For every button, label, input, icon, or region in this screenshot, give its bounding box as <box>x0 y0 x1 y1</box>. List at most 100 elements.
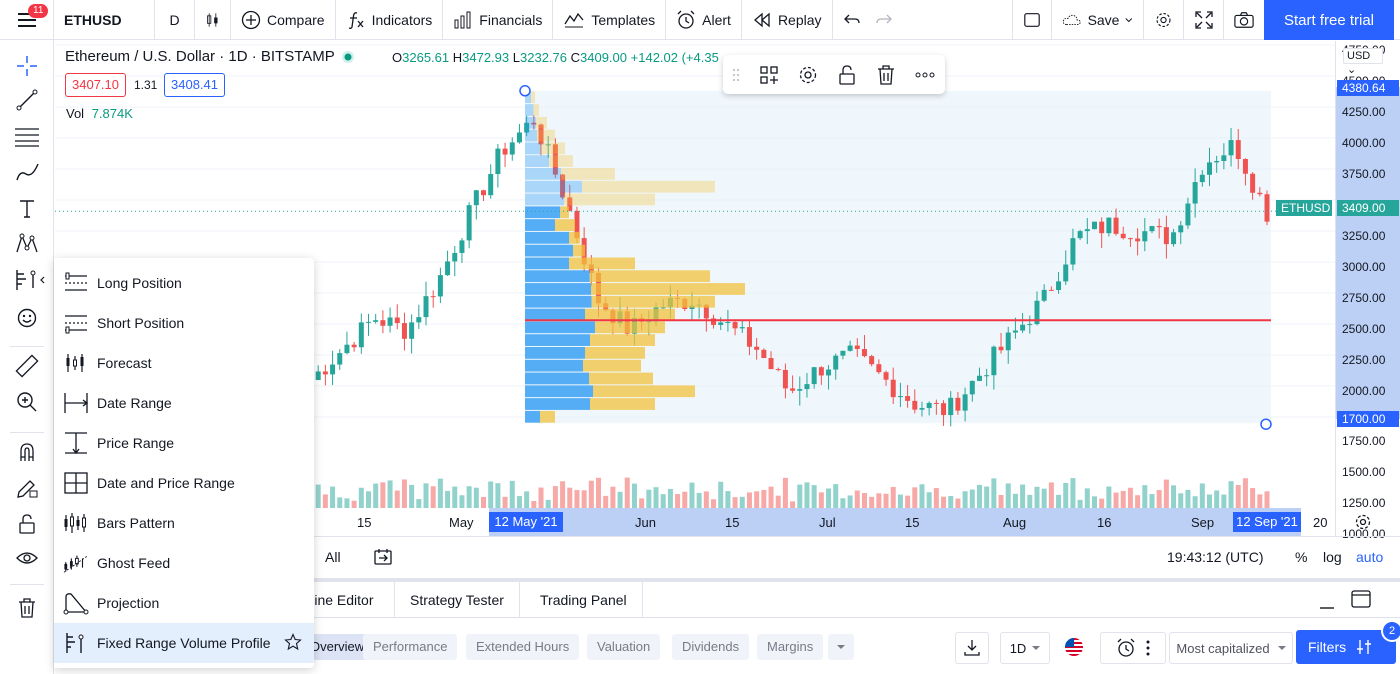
minimize-panel-button[interactable] <box>1319 596 1335 613</box>
menu-item-date-price-range[interactable]: Date and Price Range <box>54 463 314 503</box>
lock-drawing-button[interactable] <box>827 55 866 94</box>
alarm-clock-plus-icon[interactable] <box>1116 638 1136 658</box>
range-all-button[interactable]: All <box>325 549 341 565</box>
drawing-settings-button[interactable] <box>788 55 827 94</box>
redo-icon[interactable] <box>875 12 893 28</box>
financials-button[interactable]: Financials <box>443 0 554 40</box>
menu-item-ghost-feed[interactable]: Ghost Feed <box>54 543 314 583</box>
export-button[interactable] <box>955 632 989 664</box>
screener-tab-performance[interactable]: Performance <box>363 634 458 660</box>
menu-item-fixed-range-volume-profile[interactable]: Fixed Range Volume Profile <box>54 623 314 663</box>
menu-item-short-position[interactable]: Short Position <box>54 303 314 343</box>
tab-strategy-tester[interactable]: Strategy Tester <box>395 582 520 618</box>
buy-price-button[interactable]: 3408.41 <box>164 73 225 97</box>
remove-drawings-tool[interactable] <box>13 594 41 622</box>
menu-item-price-range[interactable]: Price Range <box>54 423 314 463</box>
volume-bar <box>1034 486 1040 508</box>
price-axis[interactable]: 4750.004500.004250.004000.003750.003500.… <box>1335 41 1400 541</box>
volume-bar <box>596 477 602 508</box>
fullscreen-button[interactable] <box>1184 0 1224 40</box>
main-menu-button[interactable]: 11 <box>0 0 54 40</box>
menu-item-bars-pattern[interactable]: Bars Pattern <box>54 503 314 543</box>
volume-bar <box>1264 491 1270 508</box>
screener-tab-valuation[interactable]: Valuation <box>587 634 661 660</box>
currency-selector[interactable]: USD ⌄ <box>1343 48 1383 76</box>
prediction-tool[interactable] <box>13 266 49 294</box>
chart-pane[interactable] <box>55 41 1335 536</box>
drag-handle[interactable] <box>723 55 749 94</box>
templates-button[interactable]: Templates <box>553 0 667 40</box>
hide-drawings-tool[interactable] <box>13 544 41 572</box>
percent-toggle[interactable]: % <box>1295 549 1308 565</box>
long-position-icon <box>63 270 89 296</box>
lock-drawing-pencil[interactable] <box>13 474 41 502</box>
us-flag-icon[interactable] <box>1063 636 1085 661</box>
filters-button[interactable]: Filters <box>1296 630 1396 664</box>
emoji-tool[interactable] <box>13 304 41 332</box>
time-axis[interactable]: 15 May Jun 15 Jul 15 Aug 16 Sep 20 12 Ma… <box>55 508 1335 536</box>
menu-item-projection[interactable]: Projection <box>54 583 314 623</box>
measure-tool[interactable] <box>13 352 41 380</box>
candle-body <box>703 304 709 319</box>
replay-button[interactable]: Replay <box>742 0 833 40</box>
volume-profile-up-bar <box>525 91 531 104</box>
screener-tab-margins[interactable]: Margins <box>757 634 824 660</box>
volume-profile-down-bar <box>582 180 715 193</box>
trend-line-tool[interactable] <box>13 86 41 114</box>
candle-body <box>933 402 939 404</box>
clock-timezone[interactable]: 19:43:12 (UTC) <box>1167 549 1264 565</box>
candle-body <box>984 375 990 377</box>
screener-tabs-more[interactable] <box>828 634 854 660</box>
text-tool[interactable] <box>13 194 41 222</box>
star-favorite-icon[interactable] <box>284 633 302 651</box>
brush-tool[interactable] <box>13 158 41 186</box>
candle-body <box>1199 174 1205 183</box>
pattern-tool[interactable] <box>13 230 41 258</box>
sell-price-button[interactable]: 3407.10 <box>65 73 126 97</box>
screener-tab-dividends[interactable]: Dividends <box>672 634 750 660</box>
volume-bar <box>574 490 580 508</box>
volume-bar <box>667 488 673 508</box>
chart-style-button[interactable] <box>195 0 231 40</box>
start-trial-button[interactable]: Start free trial <box>1264 0 1394 40</box>
add-template-button[interactable] <box>749 55 788 94</box>
price-chart[interactable] <box>55 41 1335 536</box>
preset-select[interactable]: Most capitalized <box>1169 632 1293 664</box>
volume-profile-up-bar <box>525 193 564 206</box>
menu-item-date-range[interactable]: Date Range <box>54 383 314 423</box>
more-options-button[interactable] <box>905 55 944 94</box>
crosshair-tool[interactable] <box>13 52 41 80</box>
goto-date-button[interactable] <box>373 547 393 570</box>
tab-trading-panel[interactable]: Trading Panel <box>525 582 643 618</box>
compare-button[interactable]: Compare <box>231 0 336 40</box>
save-button[interactable]: Save <box>1052 0 1144 40</box>
indicators-button[interactable]: Indicators <box>336 0 444 40</box>
symbol-search[interactable]: ETHUSD <box>54 0 155 40</box>
menu-item-label: Bars Pattern <box>97 515 175 531</box>
settings-button[interactable] <box>1144 0 1184 40</box>
screener-interval-select[interactable]: 1D <box>1000 632 1050 664</box>
candle-body <box>725 322 731 324</box>
zoom-tool[interactable] <box>13 388 41 416</box>
menu-item-label: Long Position <box>97 275 182 291</box>
tab-pine-editor[interactable]: Pine Editor <box>293 582 395 618</box>
volume-bar <box>545 499 551 508</box>
alert-button[interactable]: Alert <box>666 0 742 40</box>
snapshot-button[interactable] <box>1224 0 1264 40</box>
log-toggle[interactable]: log <box>1323 549 1342 565</box>
maximize-panel-button[interactable] <box>1351 590 1371 611</box>
fib-tool[interactable] <box>13 122 41 150</box>
axis-settings-button[interactable] <box>1354 513 1372 534</box>
menu-item-long-position[interactable]: Long Position <box>54 263 314 303</box>
interval-button[interactable]: D <box>155 0 195 40</box>
screener-tab-extended-hours[interactable]: Extended Hours <box>466 634 580 660</box>
auto-toggle[interactable]: auto <box>1356 549 1384 565</box>
layout-button[interactable] <box>1012 0 1052 40</box>
menu-item-forecast[interactable]: Forecast <box>54 343 314 383</box>
lock-drawings-tool[interactable] <box>13 510 41 538</box>
delete-drawing-button[interactable] <box>866 55 905 94</box>
plus-circle-icon <box>241 10 261 29</box>
vertical-ellipsis-icon[interactable] <box>1146 640 1150 656</box>
magnet-tool[interactable] <box>13 438 41 466</box>
undo-icon[interactable] <box>843 12 861 28</box>
